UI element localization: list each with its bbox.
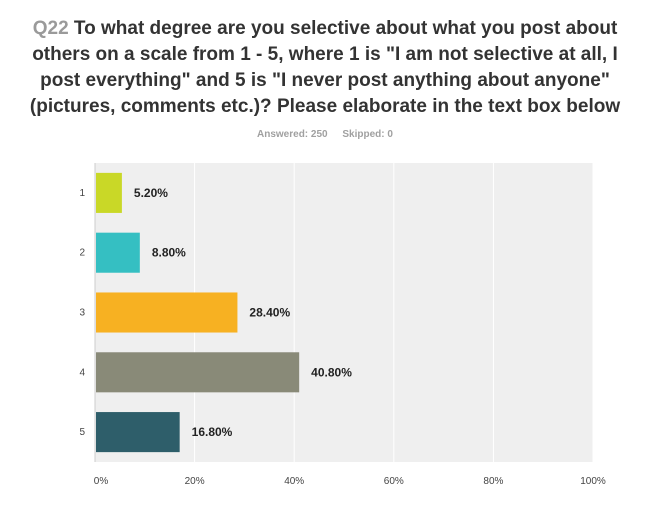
data-label: 5.20% (134, 186, 168, 200)
bar (96, 412, 180, 453)
x-tick-label: 20% (185, 476, 205, 487)
question-title: Q22 To what degree are you selective abo… (10, 16, 640, 120)
question-number: Q22 (32, 18, 69, 39)
response-stats: Answered: 250 Skipped: 0 (0, 129, 650, 140)
data-label: 8.80% (152, 246, 186, 260)
bar (96, 292, 238, 333)
x-tick-label: 40% (284, 476, 304, 487)
category-label: 3 (79, 308, 85, 319)
category-label: 5 (79, 427, 85, 438)
question-text: To what degree are you selective about w… (29, 18, 621, 117)
bar (96, 172, 122, 213)
bar (96, 232, 140, 273)
skipped-count: Skipped: 0 (342, 129, 393, 140)
x-tick-label: 100% (580, 476, 606, 487)
category-label: 2 (79, 248, 85, 259)
category-label: 1 (79, 188, 85, 199)
data-label: 16.80% (192, 425, 233, 439)
data-label: 40.80% (311, 365, 352, 379)
bar (96, 352, 300, 393)
x-tick-label: 80% (483, 476, 503, 487)
x-tick-label: 60% (384, 476, 404, 487)
data-label: 28.40% (249, 306, 290, 320)
x-tick-label: 0% (94, 476, 109, 487)
answered-count: Answered: 250 (257, 129, 328, 140)
category-label: 4 (79, 367, 85, 378)
